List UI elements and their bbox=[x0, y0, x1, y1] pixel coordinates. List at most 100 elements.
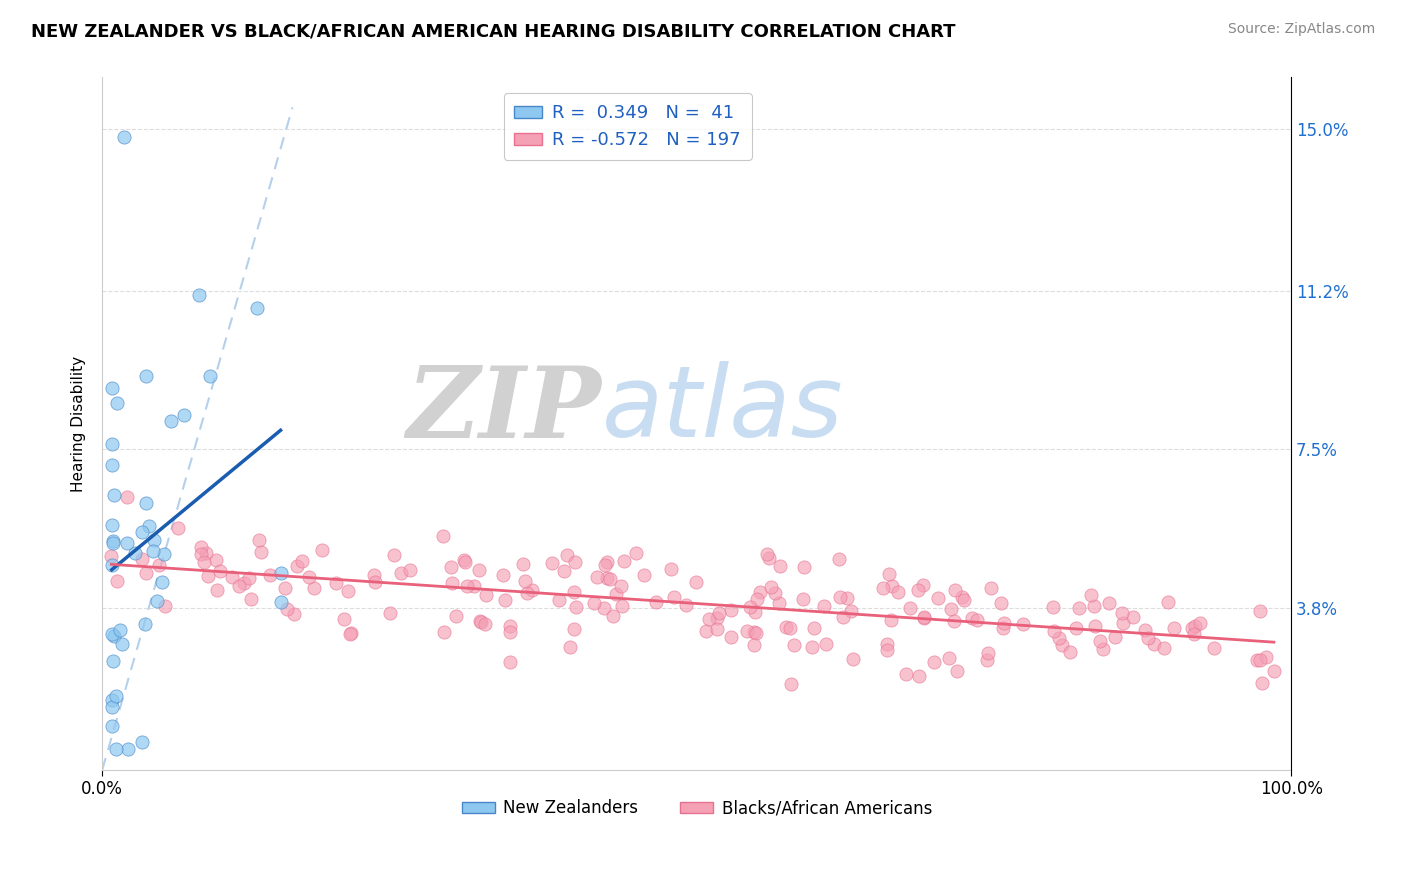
Point bbox=[135, 496, 157, 510]
Point bbox=[240, 592, 263, 607]
Point bbox=[872, 581, 894, 595]
Point bbox=[1246, 652, 1268, 666]
Point bbox=[662, 590, 685, 604]
Point bbox=[541, 557, 564, 571]
Point bbox=[599, 572, 621, 586]
Point bbox=[259, 567, 281, 582]
Point bbox=[707, 606, 730, 620]
Point bbox=[1083, 599, 1105, 613]
Point bbox=[837, 591, 859, 605]
Point bbox=[1104, 630, 1126, 644]
Point bbox=[720, 630, 742, 644]
Point bbox=[1184, 627, 1206, 641]
Point bbox=[877, 566, 900, 581]
Point bbox=[758, 551, 780, 566]
Point bbox=[1157, 595, 1180, 609]
Point bbox=[880, 613, 903, 627]
Point bbox=[100, 517, 122, 532]
Point bbox=[100, 381, 122, 395]
Point bbox=[124, 546, 146, 560]
Point bbox=[695, 624, 717, 639]
Point bbox=[962, 611, 984, 625]
Point bbox=[738, 600, 761, 615]
Point bbox=[876, 637, 898, 651]
Point bbox=[938, 651, 960, 665]
Point bbox=[706, 611, 728, 625]
Point bbox=[1042, 599, 1064, 614]
Point bbox=[512, 557, 534, 571]
Point bbox=[945, 664, 967, 678]
Point bbox=[285, 559, 308, 574]
Point bbox=[100, 437, 122, 451]
Point bbox=[1091, 642, 1114, 657]
Point bbox=[1136, 632, 1159, 646]
Point bbox=[228, 579, 250, 593]
Point bbox=[783, 638, 806, 652]
Point bbox=[907, 582, 929, 597]
Point bbox=[513, 574, 536, 589]
Point bbox=[742, 624, 765, 639]
Point bbox=[492, 568, 515, 582]
Point bbox=[520, 582, 543, 597]
Point bbox=[108, 623, 131, 637]
Point bbox=[115, 491, 138, 505]
Point bbox=[557, 548, 579, 562]
Point bbox=[755, 548, 778, 562]
Point bbox=[115, 536, 138, 550]
Point bbox=[336, 583, 359, 598]
Point bbox=[153, 599, 176, 613]
Point bbox=[105, 689, 128, 703]
Point bbox=[720, 603, 742, 617]
Point bbox=[1064, 621, 1087, 635]
Point bbox=[246, 301, 269, 316]
Point bbox=[440, 560, 463, 574]
Point bbox=[842, 651, 865, 665]
Point bbox=[142, 533, 165, 547]
Point bbox=[939, 602, 962, 616]
Point bbox=[131, 525, 153, 540]
Point bbox=[1202, 640, 1225, 655]
Point bbox=[887, 585, 910, 599]
Point bbox=[221, 570, 243, 584]
Point bbox=[1181, 621, 1204, 635]
Point bbox=[633, 568, 655, 582]
Point bbox=[363, 568, 385, 582]
Point bbox=[993, 615, 1015, 630]
Point bbox=[453, 553, 475, 567]
Point bbox=[100, 558, 122, 572]
Point bbox=[828, 590, 851, 604]
Point bbox=[927, 591, 949, 605]
Point bbox=[135, 566, 157, 580]
Point bbox=[880, 579, 903, 593]
Point bbox=[297, 570, 319, 584]
Point bbox=[499, 625, 522, 640]
Point bbox=[775, 620, 797, 634]
Point bbox=[205, 553, 228, 567]
Point bbox=[1080, 588, 1102, 602]
Point bbox=[238, 571, 260, 585]
Point bbox=[912, 611, 935, 625]
Point bbox=[1143, 637, 1166, 651]
Point bbox=[150, 575, 173, 590]
Point bbox=[582, 596, 605, 610]
Point bbox=[1011, 616, 1033, 631]
Point bbox=[596, 571, 619, 585]
Point bbox=[610, 599, 633, 613]
Point bbox=[333, 612, 356, 626]
Point bbox=[839, 604, 862, 618]
Point bbox=[744, 605, 766, 619]
Point bbox=[565, 599, 588, 614]
Point bbox=[463, 579, 485, 593]
Point bbox=[624, 546, 647, 560]
Point bbox=[898, 600, 921, 615]
Point bbox=[950, 590, 973, 604]
Y-axis label: Hearing Disability: Hearing Disability bbox=[72, 356, 86, 491]
Point bbox=[209, 564, 232, 578]
Point bbox=[364, 575, 387, 590]
Point bbox=[585, 570, 607, 584]
Point bbox=[302, 581, 325, 595]
Point bbox=[828, 552, 851, 566]
Point bbox=[596, 555, 619, 569]
Point bbox=[274, 582, 297, 596]
Point bbox=[1163, 621, 1185, 635]
